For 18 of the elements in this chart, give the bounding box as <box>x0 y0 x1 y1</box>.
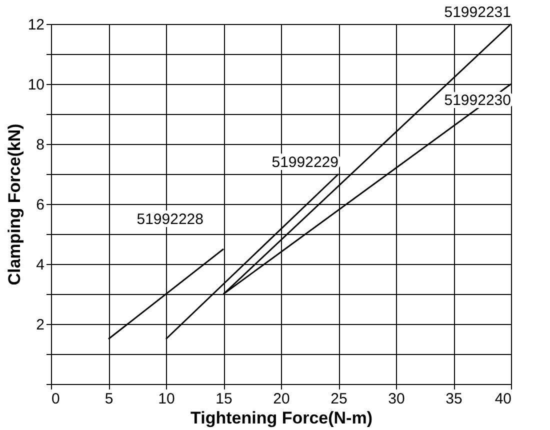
x-axis-title: Tightening Force(N-m) <box>190 408 372 428</box>
y-tick-label: 6 <box>36 196 44 214</box>
x-tick-label: 15 <box>216 390 232 408</box>
series-label: 51992231 <box>444 4 511 21</box>
x-tick-label: 20 <box>273 390 290 408</box>
x-tick-label: 40 <box>494 390 512 408</box>
y-tick-label: 12 <box>28 16 44 34</box>
y-tick-label: 10 <box>28 76 44 94</box>
y-axis-title: Clamping Force(kN) <box>4 124 24 286</box>
x-tick-label: 5 <box>104 390 114 408</box>
x-tick-label: 0 <box>52 390 60 408</box>
x-tick-label: 30 <box>388 390 405 408</box>
y-tick-label: 2 <box>36 316 44 334</box>
y-tick-label: 8 <box>36 136 44 154</box>
x-tick-label: 25 <box>330 390 348 408</box>
x-tick-label: 35 <box>446 390 462 408</box>
y-tick-label: 4 <box>36 256 44 274</box>
x-tick-label: 10 <box>158 390 175 408</box>
